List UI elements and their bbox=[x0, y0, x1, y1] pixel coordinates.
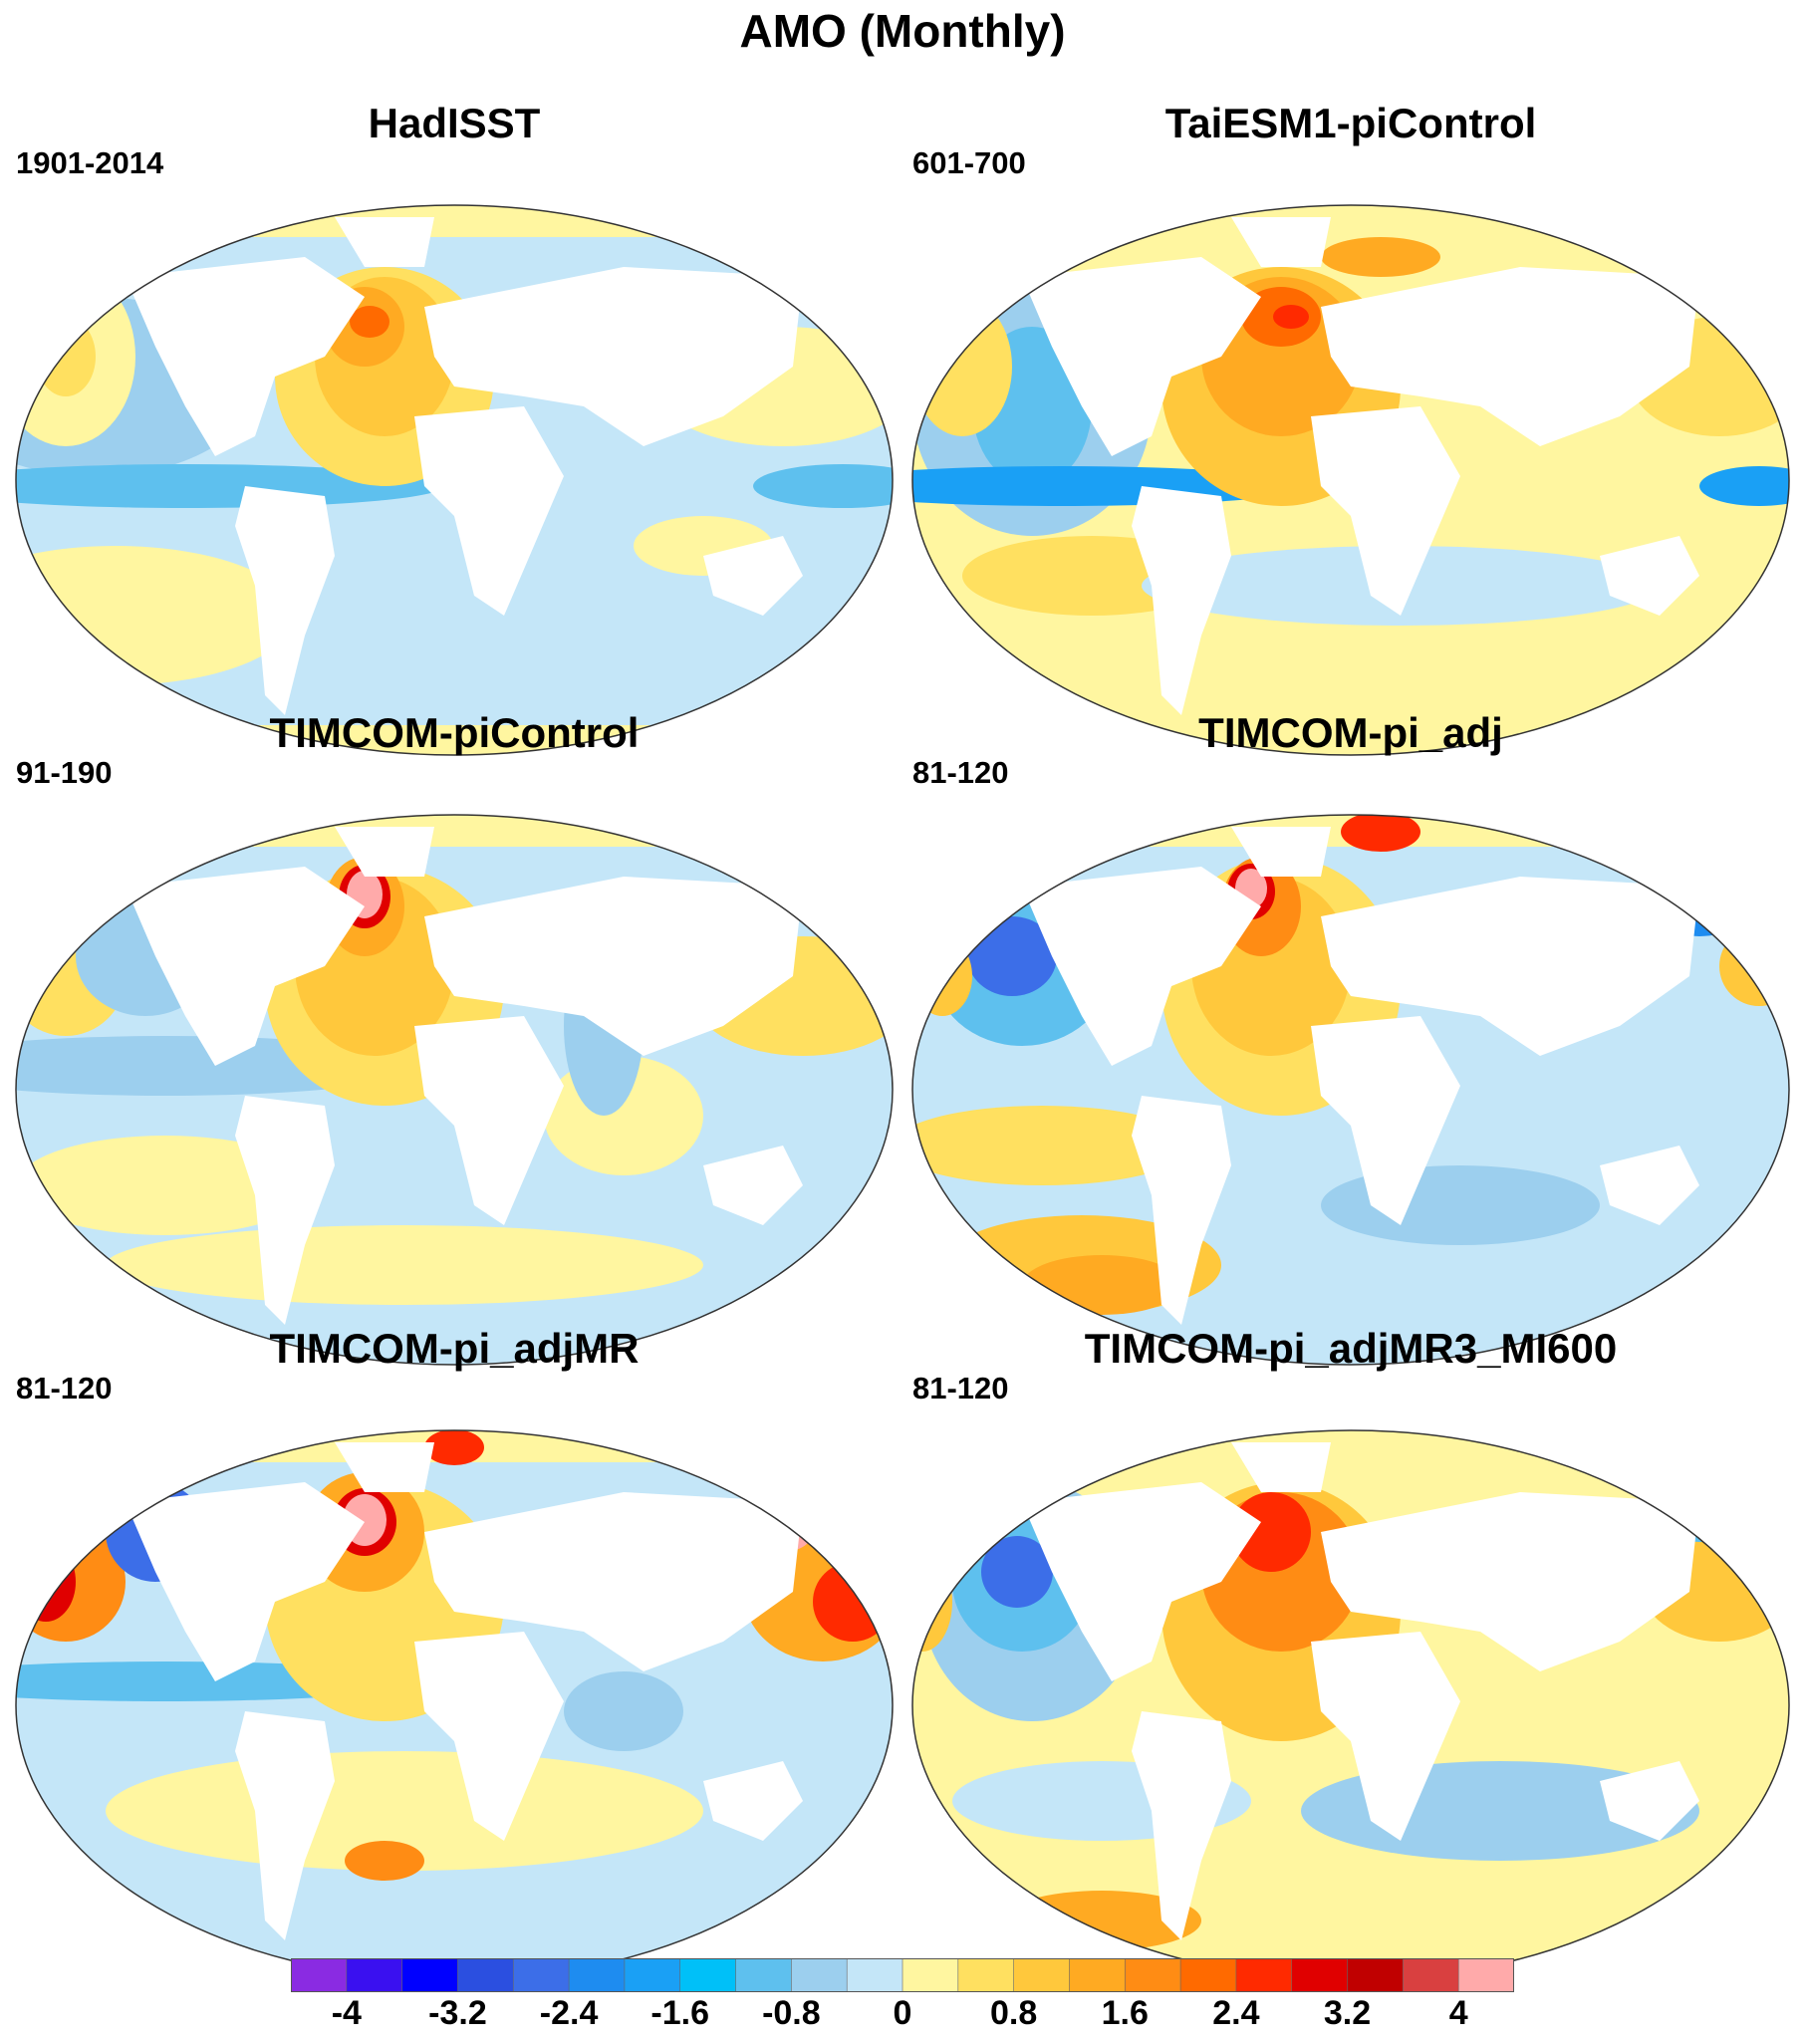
colorbar-swatch bbox=[624, 1958, 681, 1992]
colorbar-tick-label: -4 bbox=[331, 1994, 362, 2032]
colorbar-swatch bbox=[902, 1958, 959, 1992]
colorbar-swatch bbox=[1124, 1958, 1181, 1992]
colorbar bbox=[291, 1958, 1514, 1992]
land-masses bbox=[126, 217, 803, 715]
map-panel-hadisst: HadISST 1901-2014 bbox=[6, 100, 902, 756]
colorbar-swatch bbox=[846, 1958, 903, 1992]
colorbar-swatch bbox=[1457, 1958, 1514, 1992]
colorbar-tick-label: 0.8 bbox=[989, 1994, 1038, 2032]
land-masses bbox=[1022, 827, 1699, 1325]
colorbar-tick-label: -0.8 bbox=[762, 1994, 821, 2032]
panel-period: 91-190 bbox=[16, 755, 113, 790]
colorbar-swatch bbox=[568, 1958, 626, 1992]
panel-period: 1901-2014 bbox=[16, 145, 164, 180]
colorbar-swatch bbox=[1235, 1958, 1293, 1992]
colorbar-tick-label: 1.6 bbox=[1101, 1994, 1149, 2032]
world-map bbox=[911, 814, 1790, 1366]
panel-period: 601-700 bbox=[912, 145, 1026, 180]
colorbar-tick-label: 4 bbox=[1448, 1994, 1468, 2032]
world-map bbox=[15, 1429, 894, 1981]
colorbar-swatch bbox=[512, 1958, 570, 1992]
panel-title: TIMCOM-piControl bbox=[269, 709, 640, 756]
colorbar-tick-label: 2.4 bbox=[1212, 1994, 1260, 2032]
colorbar-swatch bbox=[1013, 1958, 1071, 1992]
colorbar-swatch bbox=[735, 1958, 793, 1992]
colorbar-swatch bbox=[791, 1958, 848, 1992]
panel-title: HadISST bbox=[368, 100, 541, 146]
colorbar-swatch bbox=[1403, 1958, 1459, 1992]
land-masses bbox=[126, 827, 803, 1325]
world-map bbox=[15, 204, 894, 756]
colorbar-tick-label: 3.2 bbox=[1323, 1994, 1372, 2032]
map-boundary bbox=[911, 814, 1790, 1366]
panel-title: TIMCOM-pi_adjMR bbox=[269, 1325, 640, 1372]
colorbar-swatch bbox=[291, 1958, 348, 1992]
panel-title: TIMCOM-pi_adj bbox=[1198, 709, 1503, 756]
colorbar-swatch bbox=[957, 1958, 1015, 1992]
land-masses bbox=[1022, 217, 1699, 715]
land-masses bbox=[1022, 1442, 1699, 1940]
panel-title: TIMCOM-pi_adjMR3_MI600 bbox=[1084, 1325, 1618, 1372]
map-boundary bbox=[911, 204, 1790, 756]
colorbar-swatch bbox=[1347, 1958, 1405, 1992]
world-map bbox=[911, 204, 1790, 756]
colorbar-tick-label: 0 bbox=[893, 1994, 912, 2032]
colorbar-tick-label: -3.2 bbox=[428, 1994, 487, 2032]
colorbar-frame bbox=[291, 1958, 1514, 1992]
colorbar-swatch bbox=[346, 1958, 403, 1992]
colorbar-tick-label: -1.6 bbox=[650, 1994, 710, 2032]
map-panel-taiesm1: TaiESM1-piControl 601-700 bbox=[902, 100, 1799, 756]
map-panel-timcom-picontrol: TIMCOM-piControl 91-190 bbox=[6, 709, 902, 1366]
colorbar-swatch bbox=[1291, 1958, 1349, 1992]
map-panel-timcom-pi-adjmr: TIMCOM-pi_adjMR 81-120 bbox=[6, 1325, 902, 1981]
map-panel-timcom-pi-adjmr3-mi600: TIMCOM-pi_adjMR3_MI600 81-120 bbox=[902, 1325, 1799, 1981]
colorbar-swatch bbox=[457, 1958, 515, 1992]
map-boundary bbox=[15, 204, 894, 756]
colorbar-swatch bbox=[1069, 1958, 1127, 1992]
colorbar-tick-label: -2.4 bbox=[539, 1994, 599, 2032]
panel-period: 81-120 bbox=[912, 755, 1009, 790]
colorbar-swatch bbox=[1179, 1958, 1237, 1992]
panel-period: 81-120 bbox=[16, 1371, 113, 1405]
world-map bbox=[911, 1429, 1790, 1981]
map-panel-timcom-pi-adj: TIMCOM-pi_adj 81-120 bbox=[902, 709, 1799, 1366]
land-masses bbox=[126, 1442, 803, 1940]
figure-title: AMO (Monthly) bbox=[739, 5, 1066, 57]
map-boundary bbox=[15, 814, 894, 1366]
colorbar-swatches bbox=[291, 1958, 1514, 1992]
colorbar-swatch bbox=[679, 1958, 737, 1992]
world-map bbox=[15, 814, 894, 1366]
panel-title: TaiESM1-piControl bbox=[1164, 100, 1537, 146]
colorbar-swatch bbox=[401, 1958, 459, 1992]
panel-period: 81-120 bbox=[912, 1371, 1009, 1405]
